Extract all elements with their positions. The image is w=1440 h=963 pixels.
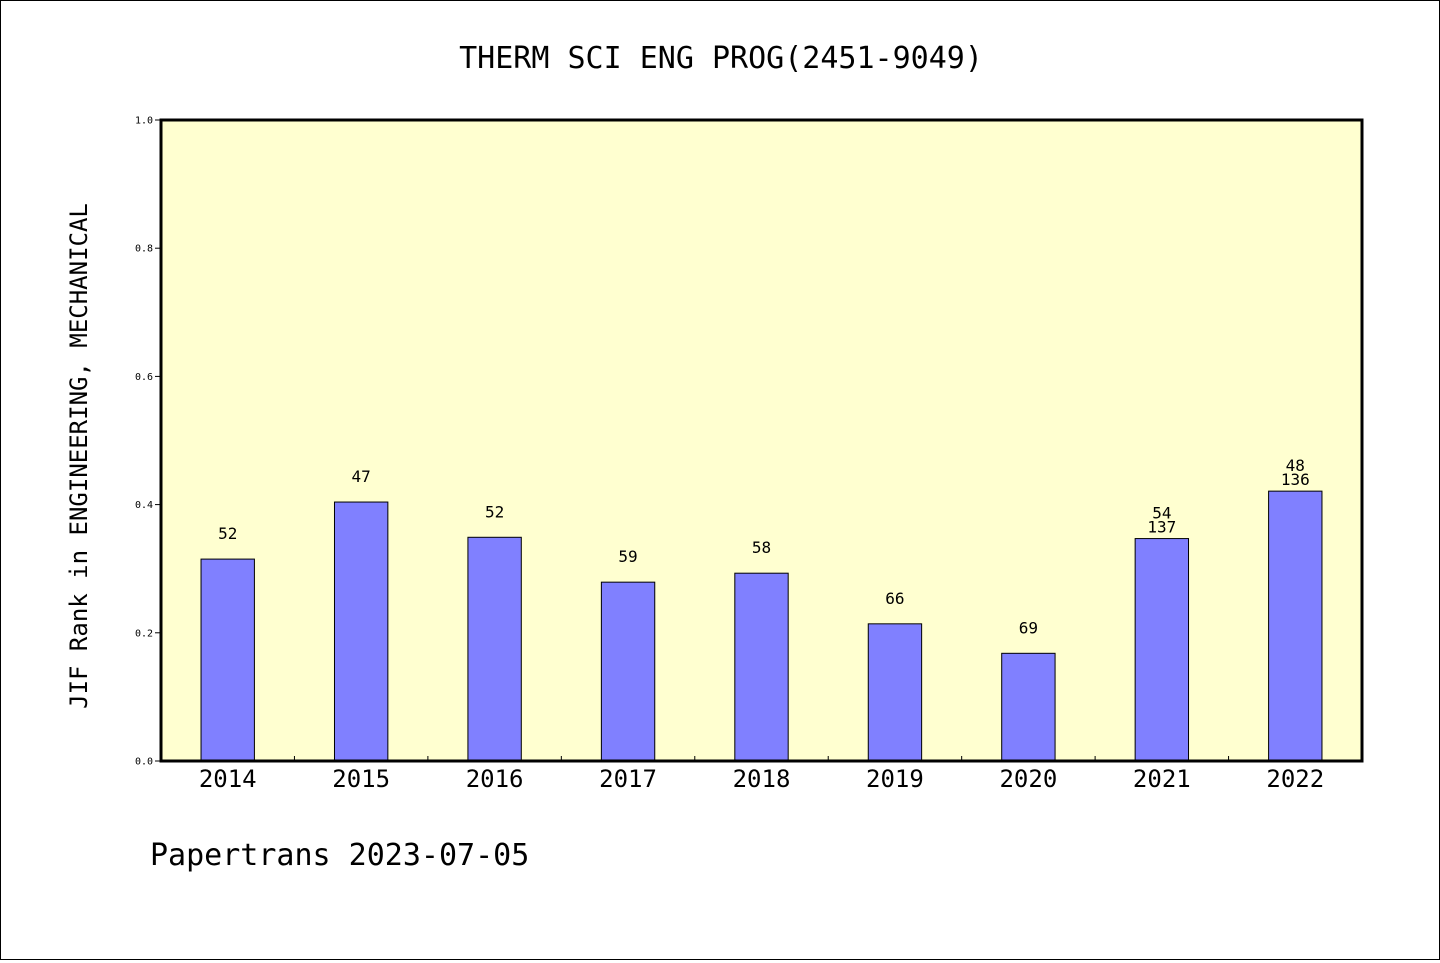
- bar-2021: [1134, 538, 1190, 762]
- x-axis: 2014 2015 2016 2017 2018 2019 2020 2021 2022: [199, 756, 1324, 793]
- bars-layer: [200, 490, 1323, 762]
- bar-2018: [734, 572, 789, 762]
- bar-label-2017: 59: [618, 547, 637, 566]
- plot-border: [159, 118, 1364, 763]
- x-tick-label-2015: 2015: [332, 765, 390, 793]
- y-tick-label-0.4: 0.4: [135, 500, 153, 511]
- bar-label-2019: 66: [885, 589, 904, 608]
- bar-2017: [600, 581, 656, 762]
- x-tick-label-2020: 2020: [999, 765, 1057, 793]
- bar-label-2018: 58: [752, 538, 771, 557]
- footer-text: Papertrans 2023-07-05: [150, 838, 529, 873]
- bar-2016: [467, 536, 522, 762]
- y-axis-label: JIF Rank in ENGINEERING, MECHANICAL: [65, 203, 93, 709]
- x-tick-label-2014: 2014: [199, 765, 257, 793]
- bar-2015: [333, 501, 389, 762]
- bar-label-2021-2: 137: [1147, 518, 1176, 537]
- y-tick-label-0.6: 0.6: [135, 372, 153, 383]
- bar-2014: [200, 558, 255, 762]
- y-tick-label-0.8: 0.8: [135, 244, 153, 255]
- bar-label-2016: 52: [485, 502, 504, 521]
- bar-2020: [1001, 652, 1056, 762]
- x-tick-label-2022: 2022: [1266, 765, 1324, 793]
- bar-label-2022-2: 136: [1281, 470, 1310, 489]
- bar-label-2015: 47: [352, 467, 371, 486]
- bar-label-2020: 69: [1019, 618, 1038, 637]
- y-tick-label-0.0: 0.0: [135, 757, 153, 768]
- chart-title: THERM SCI ENG PROG(2451-9049): [459, 41, 983, 76]
- y-tick-label-0.2: 0.2: [135, 628, 153, 639]
- y-tick-label-1.0: 1.0: [135, 116, 153, 127]
- bar-label-2021-1: 54: [1152, 504, 1171, 523]
- x-tick-label-2016: 2016: [466, 765, 524, 793]
- x-tick-label-2019: 2019: [866, 765, 924, 793]
- y-axis: 0.0 0.2 0.4 0.6 0.8 1.0: [135, 116, 161, 768]
- bar-2022: [1268, 490, 1323, 762]
- x-tick-label-2017: 2017: [599, 765, 657, 793]
- x-tick-label-2018: 2018: [733, 765, 791, 793]
- bar-2019: [867, 623, 923, 762]
- x-tick-label-2021: 2021: [1133, 765, 1191, 793]
- bar-label-2022-1: 48: [1286, 456, 1305, 475]
- bar-label-2014: 52: [218, 524, 237, 543]
